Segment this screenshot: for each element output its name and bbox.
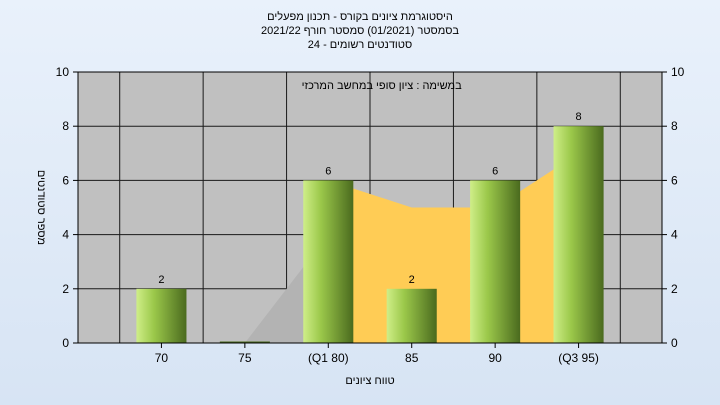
chart-annotation: במשימה : ציון סופי במחשב המרכזי	[302, 80, 462, 92]
bar-value-label: 6	[325, 165, 331, 177]
bar	[303, 180, 354, 343]
axis-ticks: 0 0 2 2 4 4 6 6 8 8 10 10 70 75 (Q1 80) 85 90 (Q3 95)	[56, 65, 685, 365]
x-axis-label: טווח ציונים	[345, 375, 394, 387]
y-tick-label-right: 0	[671, 336, 678, 350]
y-tick-label: 0	[62, 336, 69, 350]
x-tick-label: (Q1 80)	[308, 351, 349, 365]
y-tick-label-right: 8	[671, 119, 678, 133]
bars: 2 6 2 6 8	[136, 111, 604, 344]
y-tick-label: 6	[62, 173, 69, 187]
grey-area	[161, 234, 329, 343]
y-tick-label: 10	[56, 65, 70, 79]
chart-title-block: היסטוגרמת ציונים בקורס - תכנון מפעלים בס…	[0, 10, 720, 52]
bar	[553, 126, 604, 343]
bar	[470, 180, 521, 343]
bar-value-label: 8	[576, 111, 582, 123]
y-tick-label-right: 4	[671, 228, 678, 242]
x-tick-label: 75	[238, 351, 252, 365]
chart-subtitle-semester: בסמסטר (01/2021) סמסטר חורף 2021/22	[260, 25, 460, 37]
x-tick-label: 70	[155, 351, 169, 365]
bar-value-label: 2	[158, 274, 164, 286]
y-tick-label: 4	[62, 228, 69, 242]
y-tick-label: 8	[62, 119, 69, 133]
y-axis-label: מספר סטודנטים	[35, 170, 47, 245]
y-tick-label-right: 6	[671, 173, 678, 187]
y-tick-label-right: 10	[671, 65, 685, 79]
y-tick-label: 2	[62, 282, 69, 296]
y-tick-label-right: 2	[671, 282, 678, 296]
chart-subtitle-students: סטודנטים רשומים - 24	[307, 39, 413, 51]
chart-title: היסטוגרמת ציונים בקורס - תכנון מפעלים	[267, 11, 453, 23]
x-tick-label: (Q3 95)	[558, 351, 599, 365]
bar	[386, 288, 437, 343]
plot-frame	[77, 71, 663, 344]
bar-value-label: 6	[492, 165, 498, 177]
bar-value-label: 2	[409, 274, 415, 286]
x-tick-label: 90	[488, 351, 502, 365]
bar	[136, 288, 187, 343]
x-tick-label: 85	[405, 351, 419, 365]
